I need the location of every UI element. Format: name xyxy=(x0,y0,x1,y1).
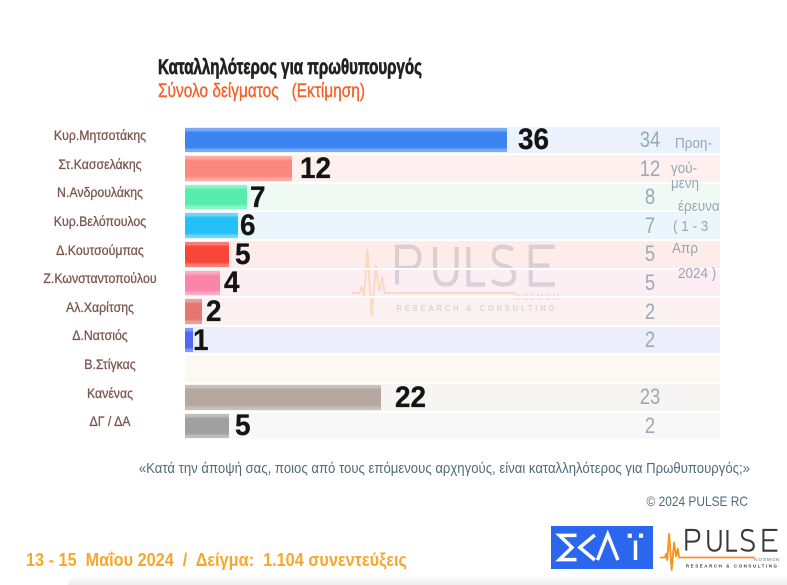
svg-text:RESEARCH & CONSULTING: RESEARCH & CONSULTING xyxy=(686,563,778,568)
svg-text:RESEARCH & CONSULTING: RESEARCH & CONSULTING xyxy=(396,304,554,313)
svg-text:KOSMON: KOSMON xyxy=(754,557,780,563)
